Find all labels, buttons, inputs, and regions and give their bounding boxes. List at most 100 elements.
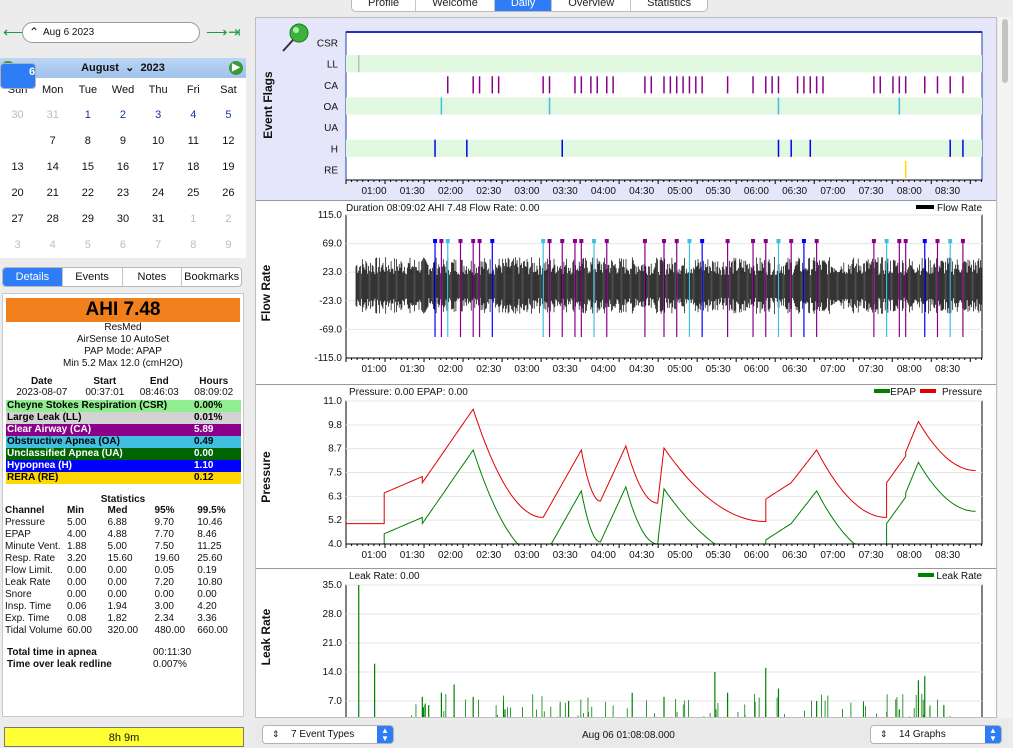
stats-cell: Exp. Time [5,613,50,624]
vertical-scrollbar[interactable] [998,17,1012,718]
calendar-day[interactable]: 30 [11,109,24,121]
summary-value: 2023-08-07 [16,387,68,398]
calendar-day[interactable]: 4 [190,109,197,121]
next-day-icon[interactable]: ⟶ [206,24,228,41]
event-row[interactable]: RERA (RE) 0.12 [6,472,241,484]
calendar-day[interactable]: 23 [116,187,130,199]
flow-event-marker [922,239,927,243]
calendar-day[interactable]: 10 [152,135,165,147]
epap-line [346,448,976,545]
calendar-day[interactable]: 30 [116,213,130,225]
calendar-day[interactable]: 5 [84,239,91,251]
calendar-day[interactable]: 7 [49,135,56,147]
calendar: ◀ August ⌄ 2023 ▶ SunMonTueWedThuFriSat3… [0,58,246,258]
calendar-day[interactable]: 24 [152,187,165,199]
tab-daily[interactable]: Daily [493,0,552,11]
calendar-day[interactable]: 7 [155,239,162,251]
calendar-day[interactable]: 22 [81,187,94,199]
event-row[interactable]: Cheyne Stokes Respiration (CSR) 0.00% [6,400,241,412]
event-flags-chart[interactable]: CSR LL CA OA UA H RE 01:00 01:30 02:00 02:30 03:00 0… [256,18,997,201]
tab-overview[interactable]: Overview [551,0,630,11]
calendar-day[interactable]: 21 [46,187,59,199]
event-value: 5.89 [194,424,214,435]
calendar-day[interactable]: 29 [81,213,94,225]
calendar-day[interactable]: 6 [119,239,127,251]
calendar-day[interactable]: 9 [225,239,232,251]
calendar-day[interactable]: 31 [152,213,165,225]
calendar-day[interactable]: 20 [11,187,24,199]
leak-rate-chart[interactable]: Leak Rate: 0.00 Leak Rate 35.0 28.0 21.0 14.0… [256,570,997,718]
calendar-day[interactable]: 14 [46,161,59,173]
tab-statistics[interactable]: Statistics [630,0,707,11]
calendar-day[interactable]: 27 [11,213,24,225]
tab-events[interactable]: Events [61,268,122,286]
stats-cell: 320.00 [107,625,139,636]
flow-rate-panel[interactable]: Flow Rate Duration 08:09:02 AHI 7.48 Flo… [256,202,997,385]
pressure-panel[interactable]: Pressure Pressure: 0.00 EPAP: 0.00 EPAP Pr… [256,386,997,569]
flow-rate-chart[interactable]: Duration 08:09:02 AHI 7.48 Flow Rate: 0.… [256,202,997,385]
calendar-day[interactable]: 11 [187,135,199,147]
stats-cell: 1.94 [107,601,127,612]
calendar-day[interactable]: 1 [190,213,197,225]
event-row[interactable]: Unclassified Apnea (UA) 0.00 [6,448,241,460]
calendar-day[interactable]: 4 [49,239,56,251]
calendar-day[interactable]: 2 [119,109,127,121]
date-value: Aug 6 2023 [43,27,95,38]
x-tick-label: 03:30 [553,186,578,197]
x-tick-label: 06:00 [744,186,769,197]
calendar-day[interactable]: 17 [152,161,165,173]
stats-row: Leak Rate 0.00 0.00 7.20 10.80 [5,577,240,589]
calendar-day[interactable]: 19 [222,161,235,173]
calendar-day[interactable]: 5 [225,109,232,121]
tab-welcome[interactable]: Welcome [415,0,494,11]
calendar-day[interactable]: 18 [187,161,200,173]
calendar-day[interactable]: 28 [46,213,59,225]
calendar-day[interactable]: 12 [222,135,235,147]
calendar-day[interactable]: 25 [187,187,200,199]
flow-event-marker [897,239,902,243]
chevron-updown-icon: ▲ ▼ [377,726,393,743]
pressure-chart[interactable]: Pressure: 0.00 EPAP: 0.00 EPAP Pressure 11.… [256,386,997,569]
calendar-day[interactable]: 31 [46,109,59,121]
tab-notes[interactable]: Notes [121,268,182,286]
tab-bookmarks[interactable]: Bookmarks [181,268,241,286]
calendar-day[interactable]: 1 [84,109,91,121]
stats-cell: 0.00 [197,589,217,600]
event-flags-panel[interactable]: Event Flags CSR LL CA OA UA H RE 01:00 01:30 02:0… [256,18,997,201]
calendar-day[interactable]: 3 [14,239,21,251]
pin-icon[interactable] [279,21,313,55]
calendar-year[interactable]: 2023 [140,62,165,74]
event-types-select[interactable]: ⇕ 7 Event Types ▲ ▼ [262,725,394,744]
stats-cell: 11.25 [197,541,222,552]
calendar-day[interactable]: 6 [0,63,37,89]
next-month-icon[interactable]: ▶ [229,61,243,75]
calendar-day[interactable]: 8 [190,239,197,251]
calendar-day[interactable]: 9 [119,135,127,147]
graphs-select[interactable]: ⇕ 14 Graphs ▲ ▼ [870,725,1002,744]
flow-event-marker [490,239,495,243]
stats-cell: 0.00 [154,589,174,600]
calendar-month[interactable]: August [81,62,119,74]
event-row[interactable]: Clear Airway (CA) 5.89 [6,424,241,436]
calendar-day[interactable]: 16 [116,161,130,173]
prev-day-icon[interactable]: ⟵ [3,24,25,41]
event-row[interactable]: Obstructive Apnea (OA) 0.49 [6,436,241,448]
calendar-day[interactable]: 15 [81,161,94,173]
stats-cell: 6.88 [107,517,127,528]
event-row[interactable]: Hypopnea (H) 1.10 [6,460,241,472]
tab-details[interactable]: Details [3,268,62,286]
calendar-day[interactable]: 8 [84,135,91,147]
last-day-icon[interactable]: ⇥ [228,24,241,41]
scrollbar-thumb[interactable] [1002,19,1008,83]
calendar-day[interactable]: 13 [11,161,24,173]
leak-rate-panel[interactable]: Leak Rate Leak Rate: 0.00 Leak Rate 35.0 28… [256,570,997,718]
calendar-day[interactable]: 2 [225,213,232,225]
calendar-day[interactable]: 3 [155,109,162,121]
event-row[interactable]: Large Leak (LL) 0.01% [6,412,241,424]
stats-cell: Snore [5,589,32,600]
calendar-day[interactable]: 26 [222,187,235,199]
graphs-area[interactable]: Event Flags CSR LL CA OA UA H RE 01:00 01:30 02:0… [255,17,997,718]
tab-profile[interactable]: Profile [368,0,400,9]
weekday-label: Thu [148,84,168,96]
date-field[interactable]: ⌃ Aug 6 2023 [22,22,200,43]
